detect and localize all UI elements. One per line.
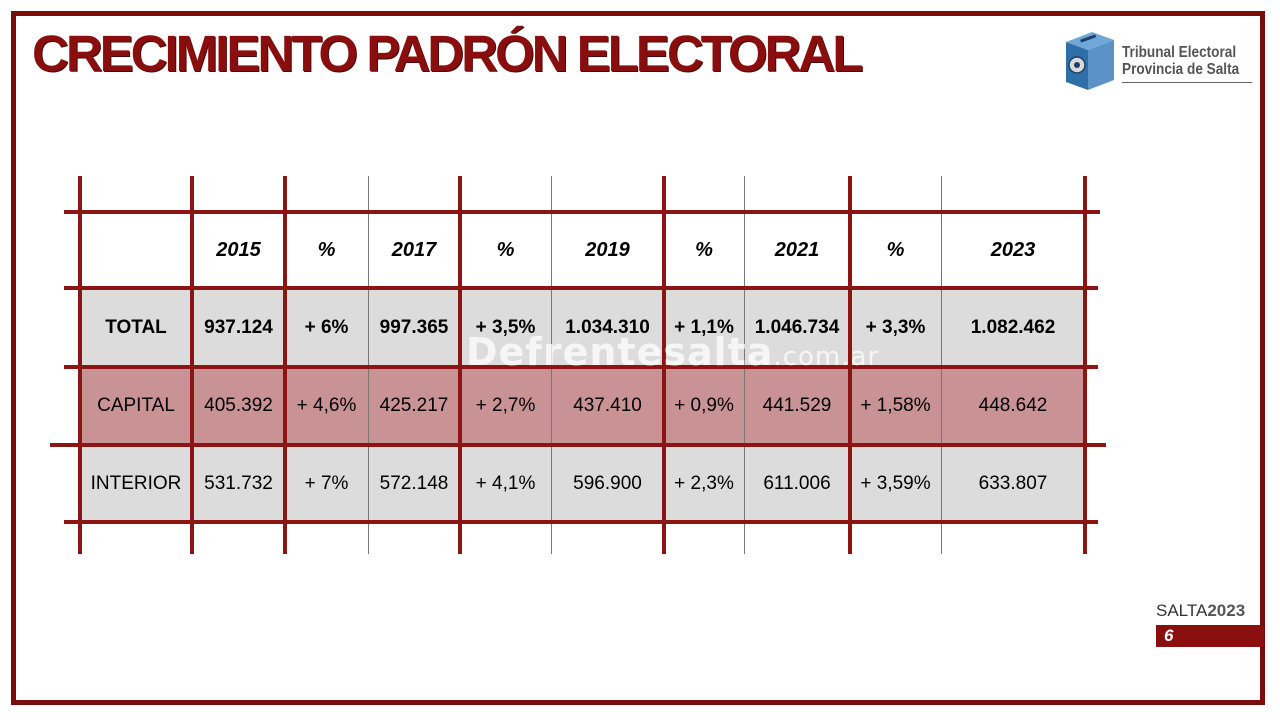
row-capital-cell-1: 405.392 [204, 395, 273, 416]
logo-line-1: Tribunal Electoral [1122, 44, 1237, 61]
row-interior-cell-8: + 3,59% [860, 472, 931, 494]
row-capital-cell-7: 441.529 [762, 395, 832, 416]
watermark-main: Defrentesalta [466, 330, 774, 374]
row-interior-cell-6: + 2,3% [674, 472, 734, 494]
row-total-cell-4: + 3,5% [475, 316, 536, 338]
row-total-cell-1: 937.124 [204, 316, 273, 338]
row-capital-cell-6: + 0,9% [674, 395, 734, 416]
header-cell-1: 2015 [216, 238, 261, 261]
row-total-cell-3: 997.365 [379, 316, 449, 338]
header-cell-9: 2023 [990, 238, 1036, 261]
brand-prefix: SALTA [1156, 601, 1208, 620]
row-total-cell-5: 1.034.310 [565, 316, 650, 338]
row-interior-cell-0: INTERIOR [90, 472, 182, 494]
page-number: 6 [1156, 625, 1264, 647]
logo-line-2: Provincia de Salta [1122, 61, 1240, 78]
row-capital-cell-2: + 4,6% [296, 395, 357, 416]
header-cell-8: % [886, 238, 905, 261]
logo-underline [1122, 82, 1252, 83]
row-capital-cell-0: CAPITAL [97, 395, 175, 416]
ballot-box-icon [1066, 32, 1114, 90]
tribunal-logo: Tribunal Electoral Provincia de Salta [1062, 28, 1262, 94]
grid-horizontal-line [64, 520, 1098, 524]
logo-text: Tribunal Electoral Provincia de Salta [1122, 44, 1239, 78]
watermark-domain: .com.ar [773, 342, 880, 372]
row-total-cell-9: 1.082.462 [970, 316, 1056, 338]
grid-horizontal-line [64, 365, 1098, 369]
row-total-cell-0: TOTAL [105, 316, 167, 338]
row-capital-cell-5: 437.410 [573, 395, 642, 416]
grid-horizontal-line [64, 210, 1100, 214]
row-capital-cell-3: 425.217 [379, 395, 449, 416]
row-capital-background [80, 367, 1085, 445]
row-capital-cell-4: + 2,7% [475, 395, 536, 416]
header-cell-0 [80, 212, 192, 288]
row-interior-cell-7: 611.006 [763, 472, 831, 494]
row-total-cell-8: + 3,3% [865, 316, 926, 338]
slide-frame [11, 11, 1265, 705]
row-interior-cell-3: 572.148 [379, 472, 449, 494]
header-cell-7: 2021 [774, 238, 820, 261]
row-interior-background [80, 445, 1085, 522]
header-cell-2: % [317, 238, 336, 261]
row-interior-cell-1: 531.732 [204, 472, 273, 494]
row-total-cell-2: + 6% [304, 316, 349, 338]
row-interior-cell-2: + 7% [304, 472, 349, 494]
watermark: Defrentesalta.com.ar [466, 330, 879, 374]
row-interior-cell-4: + 4,1% [475, 472, 536, 494]
header-cell-3: 2017 [391, 238, 437, 261]
grid-horizontal-line [64, 286, 1098, 290]
slide-title: CRECIMIENTO PADRÓN ELECTORAL [32, 25, 863, 82]
row-total-background [80, 288, 1085, 367]
header-cell-4: % [496, 238, 515, 261]
header-cell-6: % [695, 238, 713, 261]
grid-horizontal-line [50, 443, 1106, 447]
row-interior-cell-9: 633.807 [978, 472, 1048, 494]
row-interior-cell-5: 596.900 [573, 472, 642, 494]
header-cell-5: 2019 [585, 238, 630, 261]
row-capital-cell-9: 448.642 [978, 395, 1048, 416]
brand-year: 2023 [1207, 601, 1246, 620]
row-total-cell-7: 1.046.734 [754, 316, 840, 338]
row-capital-cell-8: + 1,58% [860, 395, 931, 416]
footer-brand: SALTA2023 [1156, 601, 1245, 621]
row-total-cell-6: + 1,1% [674, 316, 734, 338]
